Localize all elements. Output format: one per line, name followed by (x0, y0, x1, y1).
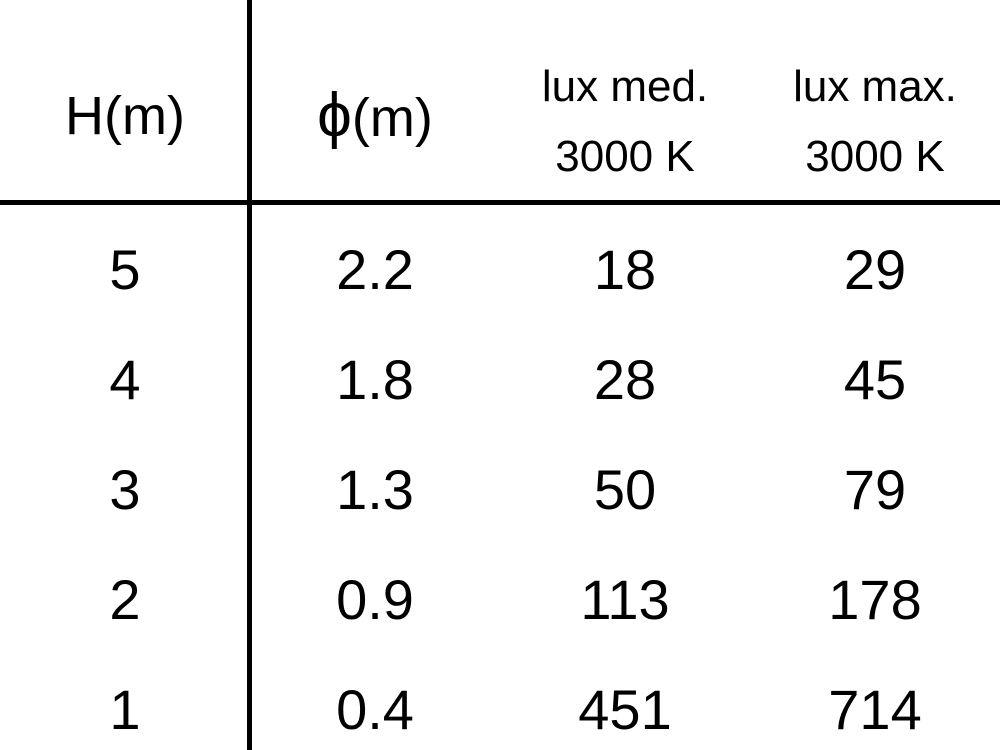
table-cell-height: 5 (109, 238, 141, 301)
table-cell-height: 1 (109, 678, 141, 741)
header-diameter-label: (m) (351, 88, 433, 148)
table-cell-lux-med: 451 (578, 678, 672, 741)
table-cell-lux-max: 714 (828, 678, 922, 741)
column-divider (247, 0, 252, 750)
table-cell-height: 3 (109, 458, 141, 521)
table-cell-lux-max: 79 (843, 458, 907, 521)
table-cell-diameter: 1.3 (336, 458, 414, 521)
table-cell-diameter: 2.2 (336, 238, 414, 301)
header-diameter: ϕ(m) (250, 84, 500, 150)
phi-symbol: ϕ (317, 81, 352, 150)
table-cell-lux-med: 113 (580, 568, 670, 631)
header-lux-med: lux med. 3000 K (500, 62, 750, 182)
table-cell-lux-max: 29 (843, 238, 907, 301)
table-cell-lux-max: 45 (843, 348, 907, 411)
table-cell-lux-med: 50 (593, 458, 657, 521)
header-height-label: H(m) (65, 86, 185, 146)
table-cell-height: 4 (109, 348, 141, 411)
table-cell-diameter: 0.4 (336, 678, 414, 741)
table-cell-lux-med: 28 (593, 348, 657, 411)
header-lux-max-line2: 3000 K (805, 132, 945, 181)
table-cell-lux-med: 18 (593, 238, 657, 301)
table-cell-diameter: 1.8 (336, 348, 414, 411)
header-lux-max-line1: lux max. (793, 62, 957, 111)
header-lux-med-line2: 3000 K (555, 132, 695, 181)
table-cell-lux-max: 178 (828, 568, 922, 631)
header-divider (0, 200, 1000, 205)
header-height: H(m) (0, 84, 250, 148)
header-lux-max: lux max. 3000 K (750, 62, 1000, 182)
header-lux-med-line1: lux med. (541, 62, 709, 111)
table-cell-diameter: 0.9 (336, 568, 414, 631)
table-cell-height: 2 (109, 568, 141, 631)
